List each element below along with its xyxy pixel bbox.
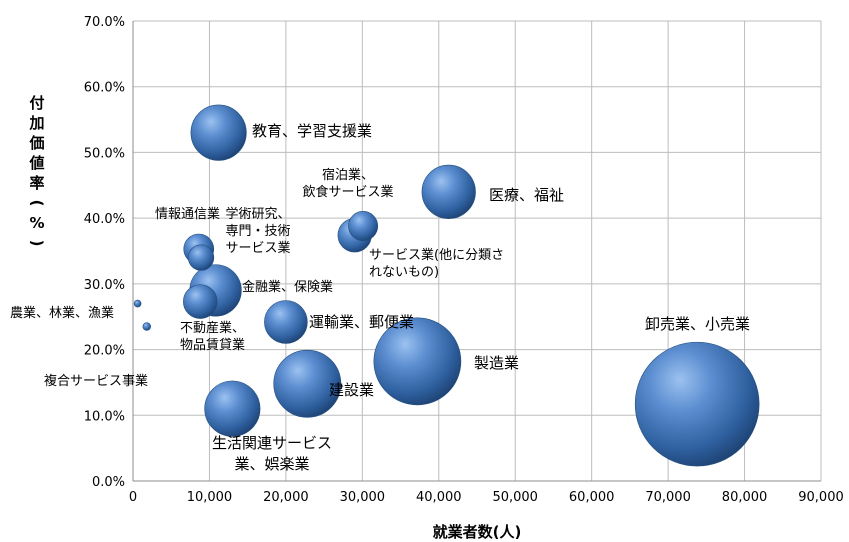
- data-label: 複合サービス事業: [44, 373, 148, 389]
- x-tick-label: 30,000: [340, 490, 386, 505]
- bubble: [204, 380, 261, 437]
- y-tick-label: 40.0%: [84, 212, 125, 227]
- data-label: 学術研究、: [225, 206, 290, 222]
- bubble: [142, 322, 151, 331]
- data-label: れないもの): [369, 265, 439, 280]
- x-tick-label: 90,000: [798, 490, 844, 505]
- y-axis-title-char: 加: [28, 114, 44, 132]
- x-tick-label: 40,000: [416, 490, 462, 505]
- data-label: 農業、林業、漁業: [10, 305, 114, 321]
- grid-lines: [132, 20, 822, 482]
- y-axis-title-char: (: [28, 200, 46, 207]
- bubble: [273, 349, 342, 418]
- y-tick-label: 30.0%: [84, 278, 125, 293]
- x-axis-title: 就業者数(人): [433, 523, 522, 541]
- axes: 0.0% 10.0% 20.0% 30.0% 40.0% 50.0% 60.0% 70.0% 0…: [84, 15, 844, 505]
- y-axis-title-char: 値: [28, 154, 44, 172]
- data-label: 製造業: [474, 354, 519, 372]
- y-axis-title-char: 付: [29, 94, 44, 112]
- data-label: 物品賃貸業: [180, 337, 245, 353]
- y-tick-label: 70.0%: [84, 15, 125, 30]
- y-axis-title-char: %: [29, 214, 44, 232]
- x-tick-label: 10,000: [187, 490, 233, 505]
- data-label: 建設業: [329, 381, 374, 399]
- data-label: 生活関連サービス: [212, 434, 332, 452]
- data-label: 専門・技術: [225, 224, 290, 239]
- bubble: [421, 164, 476, 219]
- data-label: サービス業(他に分類さ: [369, 247, 504, 263]
- bubble: [348, 211, 379, 242]
- y-tick-label: 10.0%: [84, 409, 125, 424]
- data-label: サービス業: [225, 240, 290, 256]
- y-tick-label: 50.0%: [84, 146, 125, 161]
- bubble: [634, 341, 760, 467]
- bubble: [264, 300, 308, 344]
- x-tick-label: 50,000: [492, 490, 538, 505]
- data-label: 情報通信業: [155, 206, 220, 222]
- y-axis-title-char: ): [28, 240, 46, 247]
- x-tick-label: 80,000: [722, 490, 768, 505]
- y-axis-title-char: 率: [29, 174, 44, 192]
- data-label: 医療、福祉: [489, 186, 564, 204]
- data-label: 金融業、保険業: [242, 279, 333, 295]
- x-tick-label: 20,000: [263, 490, 309, 505]
- bubble: [373, 317, 462, 406]
- x-tick-label: 70,000: [645, 490, 691, 505]
- y-tick-label: 60.0%: [84, 81, 125, 96]
- data-label: 教育、学習支援業: [252, 122, 372, 140]
- bubble: [133, 299, 142, 308]
- data-label: 飲食サービス業: [302, 184, 393, 200]
- data-label: 運輸業、郵便業: [309, 313, 414, 331]
- y-axis-title-char: 価: [28, 134, 44, 152]
- bubble: [183, 284, 218, 319]
- bubble: [190, 104, 247, 161]
- bubble: [187, 244, 215, 271]
- bubble-series: [133, 104, 760, 467]
- x-tick-label: 60,000: [569, 490, 615, 505]
- y-tick-label: 20.0%: [84, 344, 125, 359]
- y-tick-label: 0.0%: [92, 475, 125, 490]
- x-tick-label: 0: [129, 490, 137, 505]
- data-label: 業、娯楽業: [234, 455, 309, 473]
- data-label: 宿泊業、: [322, 167, 374, 183]
- data-label: 不動産業、: [180, 320, 245, 336]
- data-label: 卸売業、小売業: [645, 315, 750, 333]
